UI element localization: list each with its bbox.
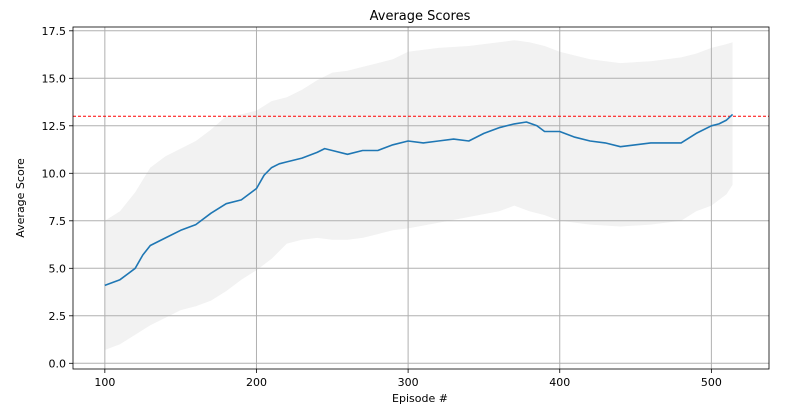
y-axis-label: Average Score [14,158,27,238]
y-tick-label: 7.5 [49,215,67,228]
y-tick-label: 12.5 [42,120,67,133]
x-tick-label: 200 [246,376,267,389]
chart-title: Average Scores [370,9,471,24]
average-score-line [104,113,734,287]
y-tick-label: 15.0 [42,72,67,85]
y-tick-label: 17.5 [42,25,67,38]
y-tick-label: 0.0 [49,357,67,370]
x-tick-label: 400 [549,376,570,389]
plot-frame [72,26,770,370]
x-tick-label: 500 [701,376,722,389]
y-tick-label: 2.5 [49,310,67,323]
x-tick-label: 100 [94,376,115,389]
y-tick-label: 5.0 [49,262,67,275]
x-axis-label: Episode # [392,392,448,405]
x-tick-label: 300 [398,376,419,389]
y-tick-label: 10.0 [42,167,67,180]
score-band [104,40,733,351]
